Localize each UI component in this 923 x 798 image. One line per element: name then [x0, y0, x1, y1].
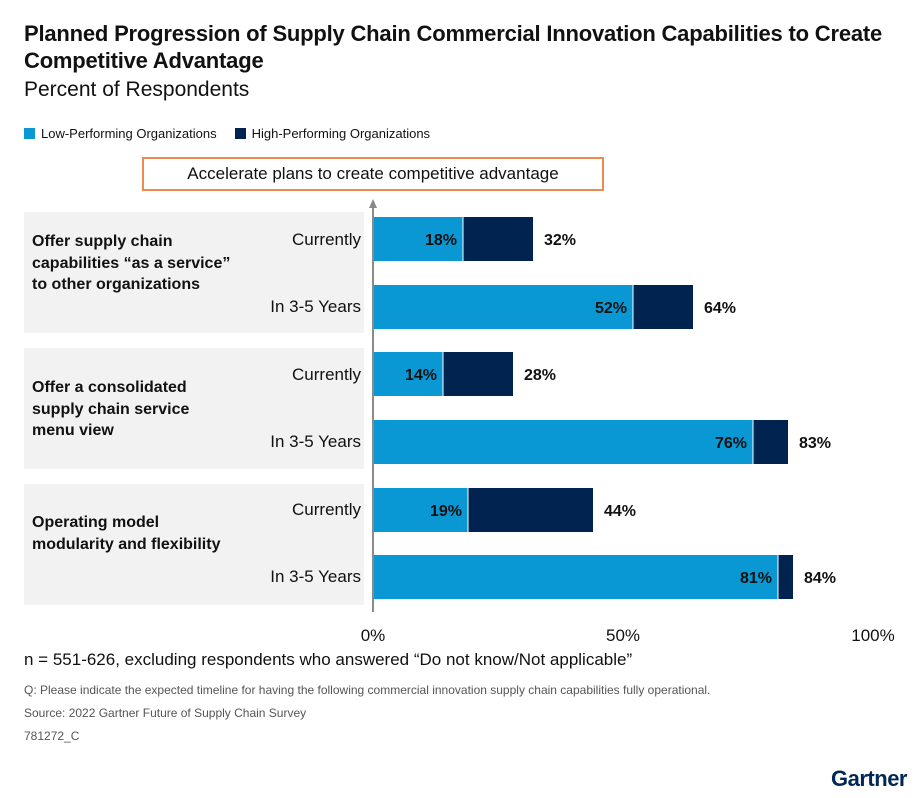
bar-low-g1-r1	[373, 217, 463, 261]
legend-item-low: Low-Performing Organizations	[24, 126, 217, 141]
axis-arrow-icon	[369, 199, 377, 208]
axis-layer: 0% 50% 100%	[361, 199, 895, 645]
bar-low-g2-r1	[373, 352, 443, 396]
source-note: Source: 2022 Gartner Future of Supply Ch…	[24, 706, 307, 720]
bar-low-g3-r1	[373, 488, 468, 532]
bar-low-g2-r2	[373, 420, 753, 464]
data-label-low-g3-r1: 19%	[430, 503, 462, 520]
gartner-logo: Gartner	[831, 766, 907, 791]
data-label-high-g2-r2: 83%	[799, 435, 831, 452]
figure-id: 781272_C	[24, 729, 80, 743]
data-label-low-g3-r2: 81%	[740, 570, 772, 587]
x-tick-label-50: 50%	[606, 626, 640, 645]
legend: Low-Performing Organizations High-Perfor…	[24, 126, 448, 141]
data-label-high-g2-r1: 28%	[524, 367, 556, 384]
row-label-g1-future: In 3-5 Years	[270, 297, 361, 316]
data-label-low-g2-r1: 14%	[405, 367, 437, 384]
data-label-high-g1-r1: 32%	[544, 232, 576, 249]
group-label-1: Offer supply chain capabilities “as a se…	[32, 233, 231, 293]
data-label-high-g3-r2: 84%	[804, 570, 836, 587]
row-label-g2-future: In 3-5 Years	[270, 432, 361, 451]
row-label-g3-future: In 3-5 Years	[270, 567, 361, 586]
row-label-g1-currently: Currently	[292, 230, 361, 249]
row-label-g3-currently: Currently	[292, 500, 361, 519]
row-label-g2-currently: Currently	[292, 365, 361, 384]
chart-subtitle: Percent of Respondents	[24, 78, 250, 101]
question-note: Q: Please indicate the expected timeline…	[24, 683, 711, 697]
legend-label-high: High-Performing Organizations	[251, 126, 431, 141]
bar-chart: 18% 32% 52% 64% 14% 28% 76% 83% 19% 44% 81% 84% 0% 5…	[361, 199, 895, 645]
data-label-low-g1-r2: 52%	[595, 300, 627, 317]
x-tick-label-100: 100%	[851, 626, 894, 645]
bar-low-g1-r2	[373, 285, 633, 329]
legend-swatch-low	[24, 128, 35, 139]
data-label-low-g1-r1: 18%	[425, 232, 457, 249]
chart-title: Planned Progression of Supply Chain Comm…	[24, 21, 883, 73]
group-panel-1	[24, 212, 364, 333]
data-label-low-g2-r2: 76%	[715, 435, 747, 452]
data-label-high-g1-r2: 64%	[704, 300, 736, 317]
legend-label-low: Low-Performing Organizations	[41, 126, 217, 141]
sample-note: n = 551-626, excluding respondents who a…	[24, 650, 633, 669]
callout-box: Accelerate plans to create competitive a…	[142, 157, 604, 191]
group-panel-3	[24, 484, 364, 605]
x-tick-label-0: 0%	[361, 626, 386, 645]
data-label-high-g3-r1: 44%	[604, 503, 636, 520]
legend-swatch-high	[234, 128, 246, 139]
legend-item-high: High-Performing Organizations	[234, 126, 431, 141]
bar-low-g3-r2	[373, 555, 778, 599]
bars-layer: 18% 32% 52% 64% 14% 28% 76% 83% 19% 44% 81% 84%	[373, 217, 836, 599]
group-label-2: Offer a consolidated supply chain servic…	[32, 379, 190, 439]
group-panel-2	[24, 348, 364, 469]
group-label-3: Operating model modularity and flexibili…	[32, 514, 221, 553]
